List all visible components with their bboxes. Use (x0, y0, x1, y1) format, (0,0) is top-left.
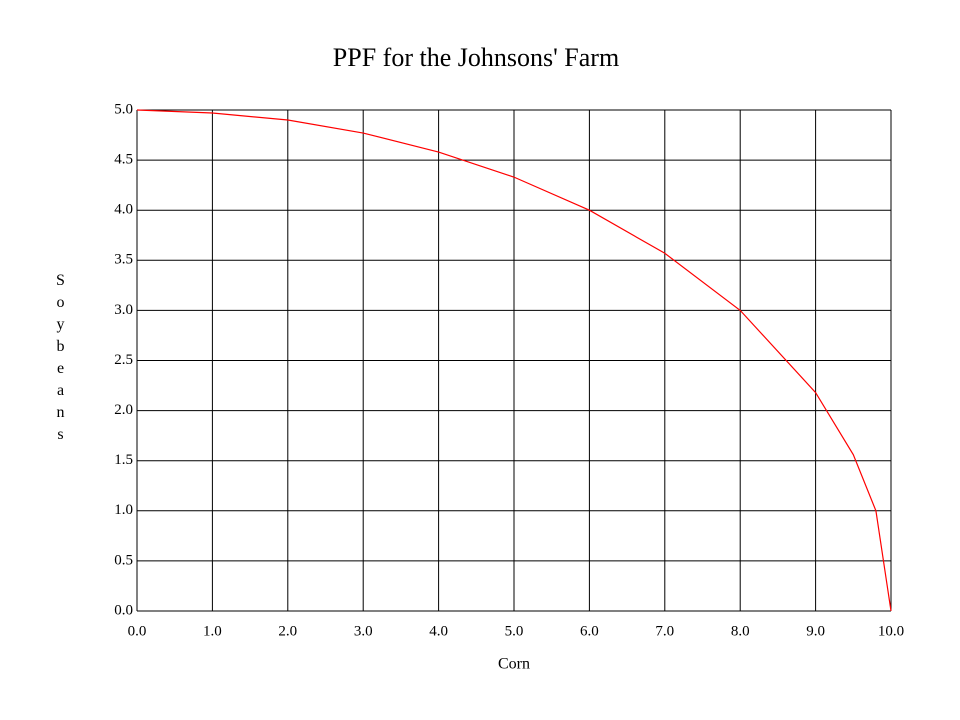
x-tick-label: 2.0 (278, 623, 297, 639)
x-tick-label: 3.0 (354, 623, 373, 639)
x-tick-label: 4.0 (429, 623, 448, 639)
y-tick-label: 5.0 (114, 101, 133, 117)
y-tick-label: 2.5 (114, 352, 133, 368)
y-tick-label: 3.0 (114, 302, 133, 318)
y-tick-label: 2.0 (114, 402, 133, 418)
y-tick-label: 0.5 (114, 552, 133, 568)
y-axis-label: Soybeans (52, 272, 69, 448)
x-tick-label: 1.0 (203, 623, 222, 639)
x-tick-label: 10.0 (878, 623, 904, 639)
y-tick-label: 3.5 (114, 252, 133, 268)
x-tick-label: 8.0 (731, 623, 750, 639)
x-tick-label: 5.0 (505, 623, 524, 639)
x-tick-label: 0.0 (128, 623, 147, 639)
x-axis-label: Corn (498, 656, 530, 673)
x-tick-label: 6.0 (580, 623, 599, 639)
chart-title: PPF for the Johnsons' Farm (333, 43, 619, 72)
x-tick-label: 7.0 (655, 623, 674, 639)
y-tick-label: 1.0 (114, 502, 133, 518)
x-tick-label: 9.0 (806, 623, 825, 639)
y-tick-label: 4.0 (114, 202, 133, 218)
y-tick-label: 1.5 (114, 452, 133, 468)
ppf-line (136, 109, 892, 612)
y-tick-label: 0.0 (114, 602, 133, 618)
y-tick-label: 4.5 (114, 152, 133, 168)
